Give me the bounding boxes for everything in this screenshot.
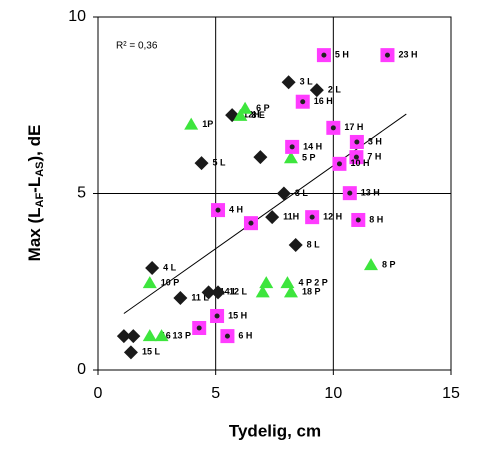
point-label: 6 P (256, 103, 270, 113)
point-label: 16 (161, 330, 171, 340)
triangle-point (259, 276, 274, 289)
diamond-point (309, 83, 324, 98)
point-label: 16 H (314, 96, 333, 106)
triangle-point (363, 258, 378, 271)
point-label: 12 L (229, 287, 248, 297)
square-point-dot (384, 52, 390, 58)
square-point-dot (214, 313, 220, 319)
point-label: 3 L (300, 77, 314, 87)
square-point-dot (355, 217, 361, 223)
triangle-point (255, 285, 270, 298)
point-label: 14 L (220, 287, 239, 297)
square-point-dot (196, 325, 202, 331)
point-label: 6 H (238, 330, 252, 340)
x-tick-label: 10 (324, 385, 342, 402)
square-point-dot (336, 161, 342, 167)
point-label: 15 L (142, 347, 161, 357)
point-label: 17 H (344, 122, 363, 132)
point-label: 4 L (163, 262, 177, 272)
diamond-point (194, 156, 209, 171)
point-label: 11H (283, 212, 299, 222)
point-label: 23 H (398, 49, 417, 59)
y-label-sub: AF (34, 193, 46, 208)
triangle-point (184, 117, 199, 130)
point-label: 8 L (307, 239, 321, 249)
point-label: 3 L (295, 188, 309, 198)
y-axis-label: Max (LAF-LAS), dE (25, 125, 45, 262)
point-label: 11 L (191, 292, 209, 302)
point-label: 12H (243, 110, 260, 120)
x-tick-label: 0 (94, 385, 103, 402)
diamond-point (253, 150, 268, 165)
diamond-point (173, 290, 188, 305)
triangle-point (142, 329, 157, 342)
point-label: 8 E (251, 110, 265, 120)
triangle-point (283, 285, 298, 298)
diamond-point (201, 285, 216, 300)
triangle-point (154, 329, 169, 342)
annotation: R² = 0,36 (116, 41, 158, 52)
triangle-point (283, 151, 298, 164)
point-label: 13 P (173, 330, 192, 340)
diamond-point (288, 238, 303, 253)
x-tick-label: 15 (442, 385, 460, 402)
point-label: 10 P (161, 278, 180, 288)
square-point-dot (353, 154, 359, 160)
point-label: 8 P (382, 260, 396, 270)
point-label: 8 H (369, 214, 383, 224)
x-tick-label: 5 (211, 385, 220, 402)
y-label-part: Max (L (25, 208, 44, 262)
triangle-point (142, 276, 157, 289)
diamond-point (265, 210, 280, 225)
x-axis-label: Tydelig, cm (229, 421, 321, 440)
diamond-point (145, 260, 160, 275)
square-point-dot (354, 139, 360, 145)
point-label: 1P (202, 119, 213, 129)
point-label: 7 H (367, 152, 381, 162)
point-label: 5 L (213, 158, 227, 168)
square-point-dot (300, 99, 306, 105)
point-label: 15 H (228, 310, 247, 320)
diamond-point (276, 186, 291, 201)
square-point-dot (321, 52, 327, 58)
point-label: 2 L (328, 84, 342, 94)
square-point-dot (330, 125, 336, 131)
square-point-dot (289, 144, 295, 150)
y-tick-label: 5 (77, 185, 86, 202)
diamond-point (211, 285, 226, 300)
y-label-sub: AS (34, 162, 46, 177)
y-label-part: -L (25, 177, 44, 193)
diamond-point (281, 75, 296, 90)
point-label: 18 P (302, 287, 321, 297)
triangle-point (280, 276, 295, 289)
diamond-point (123, 345, 138, 360)
y-tick-label: 0 (77, 361, 86, 378)
square-point-dot (215, 207, 221, 213)
point-label: 4 P 2 P (298, 278, 327, 288)
square-point-dot (347, 190, 353, 196)
point-label: 3 H (368, 136, 382, 146)
square-point-dot (224, 333, 230, 339)
diamond-point (126, 329, 141, 344)
point-label: 5 H (335, 49, 349, 59)
point-label: 10 H (350, 158, 369, 168)
point-label: 5 P (302, 153, 316, 163)
point-label: 14 H (303, 141, 322, 151)
diamond-point (116, 329, 131, 344)
triangle-point (238, 101, 253, 114)
y-tick-label: 10 (68, 8, 86, 25)
square-point-dot (248, 220, 254, 226)
point-label: 12 H (323, 212, 342, 222)
y-label-part: ), dE (25, 125, 44, 162)
point-label: 4 H (229, 204, 243, 214)
point-label: 13 H (361, 188, 380, 198)
square-point-dot (309, 214, 315, 220)
triangle-point (233, 108, 248, 121)
